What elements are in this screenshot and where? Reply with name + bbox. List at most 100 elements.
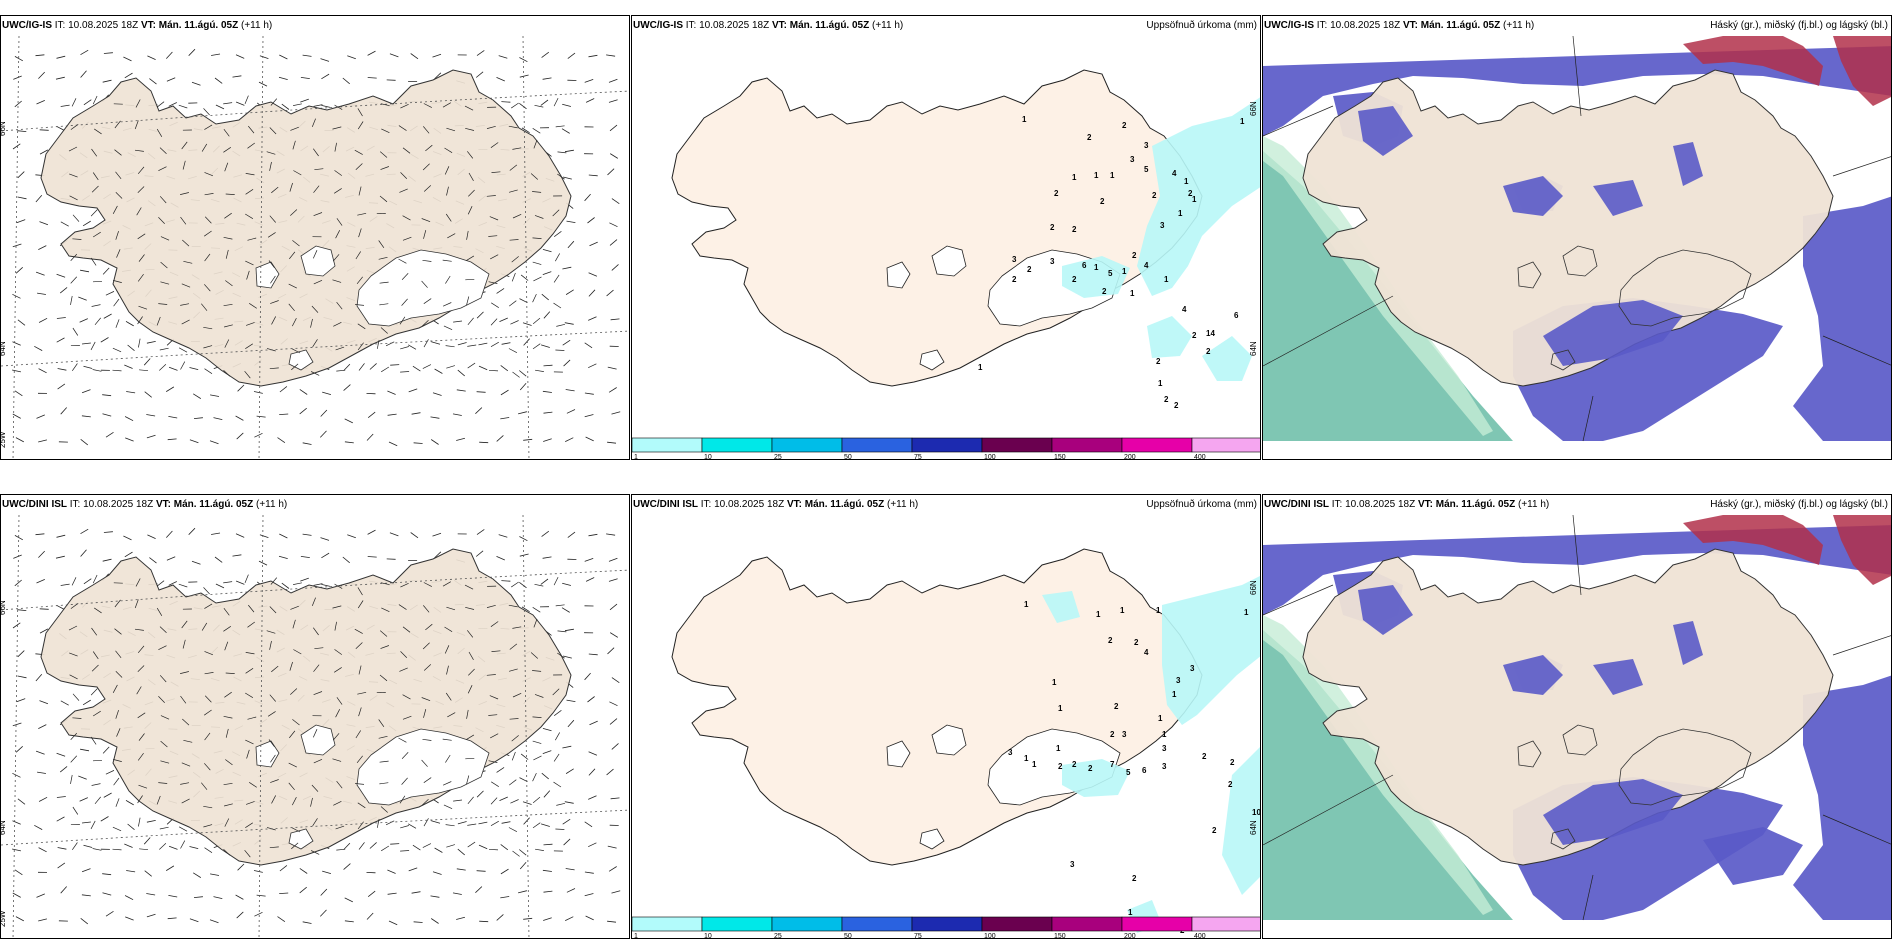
lon-label: 25W	[1, 431, 7, 448]
it-value: 10.08.2025 18Z	[714, 499, 785, 510]
lead-time: (+11 h)	[241, 20, 273, 31]
precip-value: 2	[1156, 357, 1161, 366]
lat-label: 64N	[1249, 341, 1258, 356]
model-name: UWC/DINI ISL	[633, 499, 698, 510]
precip-value: 4	[1172, 169, 1177, 178]
model-name: UWC/IG-IS	[1264, 20, 1314, 31]
precip-value: 2	[1174, 401, 1179, 410]
precip-value: 2	[1152, 191, 1157, 200]
precip-value: 6	[1234, 311, 1239, 320]
vt-label: VT:	[1402, 20, 1418, 31]
precip-value: 1	[1052, 678, 1057, 687]
glacier-outline	[1517, 740, 1542, 768]
precip-value: 4	[1144, 261, 1149, 270]
glacier-outline	[931, 724, 967, 756]
precip-value: 2	[1012, 275, 1017, 284]
precip-value: 1	[1158, 379, 1163, 388]
model-name: UWC/IG-IS	[2, 20, 52, 31]
cloud-panel-top: UWC/IG-IS IT: 10.08.2025 18Z VT: Mán. 11…	[1262, 15, 1892, 460]
colorbar-tick: 10	[704, 933, 712, 939]
glacier-outline	[1618, 728, 1752, 806]
precip-value: 1	[1094, 263, 1099, 272]
colorbar-swatch	[911, 437, 983, 453]
lead-time: (+11 h)	[872, 20, 904, 31]
precip-value: 3	[1176, 676, 1181, 685]
it-value: 10.08.2025 18Z	[68, 20, 139, 31]
wind-barbs-land	[68, 95, 567, 379]
glacier-outline	[1550, 349, 1576, 371]
model-name: UWC/DINI ISL	[2, 499, 67, 510]
colorbar-swatch	[911, 916, 983, 932]
precip-value: 1	[1110, 171, 1115, 180]
cloud-map	[1263, 515, 1891, 938]
lead-time: (+11 h)	[256, 499, 288, 510]
glacier-outline	[300, 245, 336, 277]
precip-value: 2	[1206, 347, 1211, 356]
glacier-outline	[919, 349, 945, 371]
colorbar-tick: 100	[984, 933, 996, 939]
colorbar-tick: 25	[774, 933, 782, 939]
glacier-outline	[356, 728, 490, 806]
colorbar-tick: 75	[914, 454, 922, 460]
glacier-outline	[919, 828, 945, 850]
cloud-title: Háský (gr.), miðský (fj.bl.) og lágský (…	[1710, 20, 1888, 31]
precip-value: 14	[1206, 329, 1215, 338]
precip-value: 3	[1162, 762, 1167, 771]
precip-value: 2	[1122, 121, 1127, 130]
colorbar-swatch	[1191, 916, 1260, 932]
mid-cloud-land	[1358, 106, 1703, 366]
precip-value: 5	[1144, 165, 1149, 174]
precip-value: 1	[1156, 606, 1161, 615]
colorbar: 1 10 25 50 75 100 150 200 400	[632, 916, 1260, 939]
glacier-outline	[1562, 245, 1598, 277]
glacier-outline	[1517, 261, 1542, 289]
colorbar-tick: 10	[704, 454, 712, 460]
colorbar-swatch	[701, 916, 773, 932]
glacier-outline	[255, 740, 280, 768]
colorbar-swatch	[701, 437, 773, 453]
lat-label: 64N	[1249, 820, 1258, 835]
panel-header: UWC/IG-IS IT: 10.08.2025 18Z VT: Mán. 11…	[1, 16, 629, 36]
high-cloud	[1683, 515, 1891, 585]
glacier-outline	[255, 261, 280, 289]
precip-value: 1	[1164, 275, 1169, 284]
precip-value: 3	[1160, 221, 1165, 230]
colorbar-tick: 1	[634, 454, 638, 460]
precip-value: 1	[1024, 754, 1029, 763]
precip-value: 2	[1088, 764, 1093, 773]
precip-areas	[1042, 576, 1260, 933]
precip-value: 3	[1144, 141, 1149, 150]
precip-value: 2	[1058, 762, 1063, 771]
vt-label: VT:	[771, 20, 787, 31]
precip-value: 1	[1178, 209, 1183, 218]
precip-value: 3	[1162, 744, 1167, 753]
precip-value: 3	[1012, 255, 1017, 264]
colorbar-tick: 200	[1124, 454, 1136, 460]
lead-time: (+11 h)	[1503, 20, 1535, 31]
colorbar-tick: 150	[1054, 933, 1066, 939]
precip-value: 2	[1072, 760, 1077, 769]
colorbar-swatch	[841, 437, 913, 453]
precip-value: 4	[1144, 648, 1149, 657]
lat-label: 66N	[1, 600, 7, 615]
colorbar-swatch	[981, 437, 1053, 453]
it-value: 10.08.2025 18Z	[83, 499, 154, 510]
colorbar-tick: 200	[1124, 933, 1136, 939]
precip-value: 3	[1070, 860, 1075, 869]
graticule	[1263, 515, 1891, 921]
glacier-outline	[1550, 828, 1576, 850]
glacier-outline	[886, 740, 911, 768]
precip-value: 1	[1120, 606, 1125, 615]
vt-value: Mán. 11.ágú. 05Z	[789, 20, 870, 31]
precip-value: 1	[1128, 908, 1133, 917]
colorbar-swatch	[1051, 916, 1123, 932]
precip-value: 2	[1202, 752, 1207, 761]
vt-value: Mán. 11.ágú. 05Z	[158, 20, 239, 31]
mid-cloud-land	[1358, 585, 1703, 845]
precip-value: 2	[1132, 874, 1137, 883]
colorbar-tick: 50	[844, 933, 852, 939]
model-name: UWC/DINI ISL	[1264, 499, 1329, 510]
colorbar-tick: 400	[1194, 454, 1206, 460]
precip-value: 3	[1008, 748, 1013, 757]
graticule	[1263, 36, 1891, 442]
